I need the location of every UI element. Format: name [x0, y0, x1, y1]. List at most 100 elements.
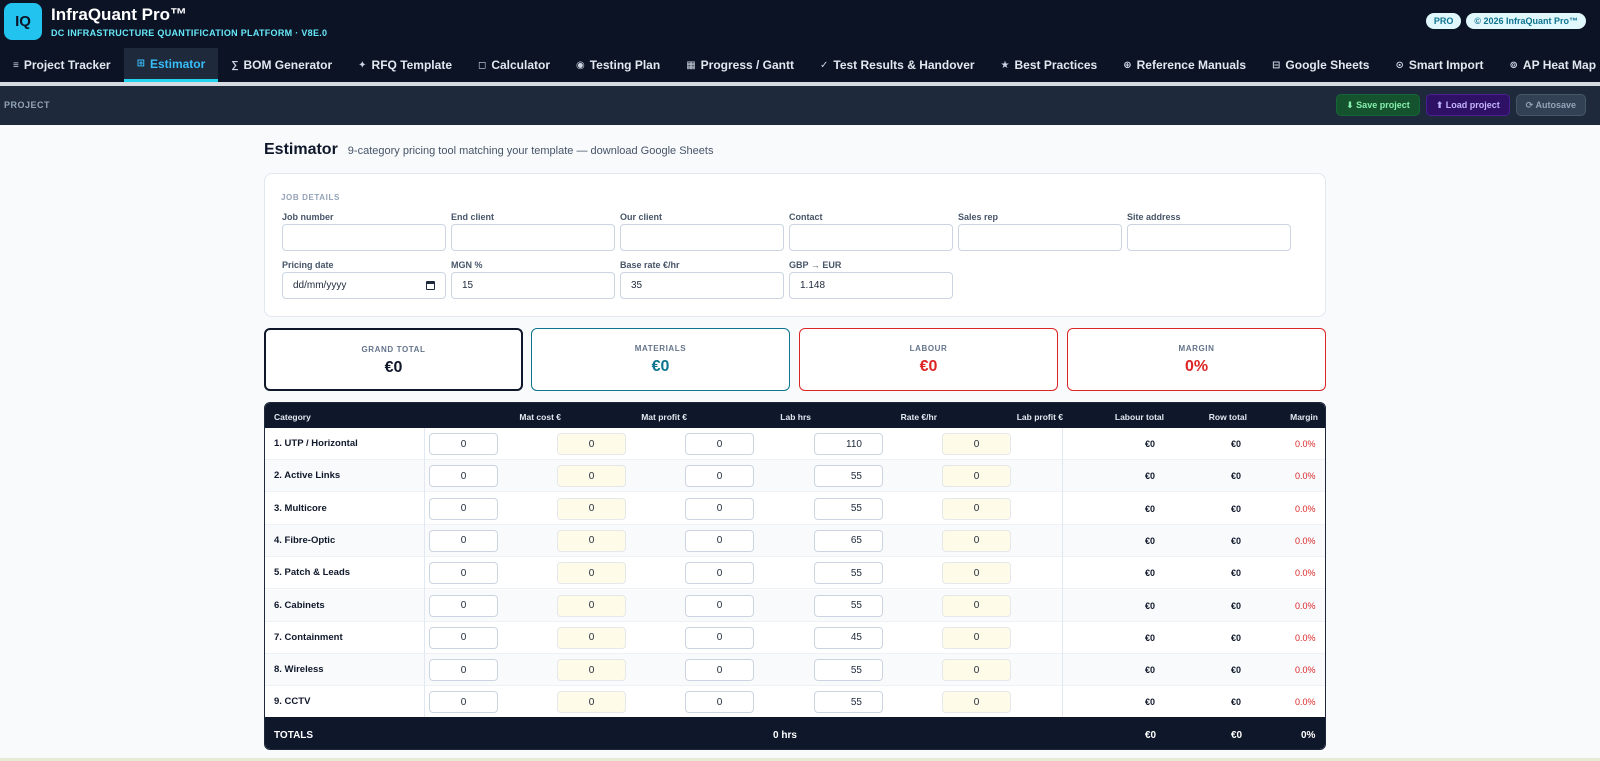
mgn-percent-group: MGN % 15	[451, 260, 615, 299]
mat-profit-input[interactable]: 0	[557, 529, 626, 552]
base-rate-input[interactable]: 35	[620, 272, 784, 299]
save-project-button[interactable]: ⬇ Save project	[1336, 94, 1420, 116]
lab-profit-input[interactable]: 0	[942, 659, 1011, 682]
rate-input[interactable]: 65	[814, 529, 883, 552]
tab-rfq-template[interactable]: ✦ RFQ Template	[345, 48, 465, 82]
tab-progress-gantt[interactable]: ▦ Progress / Gantt	[673, 48, 807, 82]
sales-rep-input[interactable]	[958, 224, 1122, 251]
tab-calculator[interactable]: ◻ Calculator	[465, 48, 563, 82]
tab-testing-plan[interactable]: ◉ Testing Plan	[563, 48, 673, 82]
mat-cost-input[interactable]: 0	[429, 594, 498, 617]
site-address-label: Site address	[1127, 212, 1181, 222]
sigma-icon: ∑	[231, 59, 239, 71]
mat-cost-input[interactable]: 0	[429, 659, 498, 682]
lab-hrs-input[interactable]: 0	[685, 465, 754, 488]
lab-profit-input[interactable]: 0	[942, 626, 1011, 649]
mat-profit-input[interactable]: 0	[557, 497, 626, 520]
table-row: 6. Cabinets 0 0 0 55 0 €0 €0 0.0%	[265, 589, 1325, 622]
end-client-input[interactable]	[451, 224, 615, 251]
lab-profit-input[interactable]: 0	[942, 691, 1011, 714]
lab-profit-input[interactable]: 0	[942, 497, 1011, 520]
mat-cost-input[interactable]: 0	[429, 497, 498, 520]
tab-google-sheets[interactable]: ⊟ Google Sheets	[1259, 48, 1382, 82]
margin-value: 0.0%	[1295, 665, 1316, 676]
mat-cost-input[interactable]: 0	[429, 691, 498, 714]
job-number-input[interactable]	[282, 224, 446, 251]
tab-ap-heat-map[interactable]: ⊚ AP Heat Map	[1497, 48, 1600, 82]
pricing-date-group: Pricing date dd/mm/yyyy	[282, 260, 446, 299]
rate-input[interactable]: 55	[814, 562, 883, 585]
lab-hrs-input[interactable]: 0	[685, 433, 754, 455]
mat-cost-input[interactable]: 0	[429, 626, 498, 649]
rate-input[interactable]: 55	[814, 691, 883, 714]
labour-card: LABOUR €0	[799, 328, 1058, 391]
project-bar: PROJECT ⬇ Save project ⬆ Load project ⟳ …	[0, 86, 1600, 125]
nav-divider	[0, 82, 1600, 86]
mat-cost-input[interactable]: 0	[429, 465, 498, 488]
lab-profit-input[interactable]: 0	[942, 529, 1011, 552]
rate-input[interactable]: 110	[814, 433, 883, 455]
contact-input[interactable]	[789, 224, 953, 251]
lab-hrs-input[interactable]: 0	[685, 562, 754, 585]
totals-label: TOTALS	[274, 730, 314, 741]
rate-input[interactable]: 55	[814, 465, 883, 488]
tab-test-results-handover[interactable]: ✓ Test Results & Handover	[807, 48, 988, 82]
mat-profit-input[interactable]: 0	[557, 562, 626, 585]
rate-input[interactable]: 45	[814, 626, 883, 649]
row-total-value: €0	[1231, 632, 1242, 643]
lab-hrs-input[interactable]: 0	[685, 594, 754, 617]
lab-profit-input[interactable]: 0	[942, 433, 1011, 455]
sales-rep-label: Sales rep	[958, 212, 999, 222]
mat-cost-input[interactable]: 0	[429, 529, 498, 552]
sheet-icon: ⊟	[1272, 59, 1281, 71]
tab-estimator[interactable]: ⊞ Estimator	[123, 48, 219, 82]
field-value: dd/mm/yyyy	[293, 280, 347, 291]
load-project-button[interactable]: ⬆ Load project	[1425, 94, 1510, 116]
gbp-eur-input[interactable]: 1.148	[789, 272, 953, 299]
mat-cost-input[interactable]: 0	[429, 562, 498, 585]
our-client-input[interactable]	[620, 224, 784, 251]
end-client-label: End client	[451, 212, 495, 222]
rate-input[interactable]: 55	[814, 659, 883, 682]
mgn-percent-label: MGN %	[451, 260, 483, 270]
mat-profit-input[interactable]: 0	[557, 691, 626, 714]
mat-cost-input[interactable]: 0	[429, 433, 498, 455]
lab-profit-input[interactable]: 0	[942, 465, 1011, 488]
autosave-button[interactable]: ⟳ Autosave	[1515, 94, 1586, 116]
mat-profit-input[interactable]: 0	[557, 594, 626, 617]
tab-smart-import[interactable]: ⊙ Smart Import	[1382, 48, 1496, 82]
tab-project-tracker[interactable]: ≡ Project Tracker	[0, 48, 124, 82]
mat-profit-input[interactable]: 0	[557, 465, 626, 488]
lab-hrs-input[interactable]: 0	[685, 626, 754, 649]
lab-profit-input[interactable]: 0	[942, 594, 1011, 617]
estimator-table: Category Mat cost € Mat profit € Lab hrs Rat…	[264, 402, 1326, 750]
col-rate-header: Rate €/hr	[900, 412, 937, 422]
heatmap-icon: ⊚	[1509, 59, 1518, 71]
labour-total-value: €0	[1145, 439, 1156, 449]
mgn-percent-input[interactable]: 15	[451, 272, 615, 299]
mat-profit-input[interactable]: 0	[557, 433, 626, 455]
tab-bom-generator[interactable]: ∑ BOM Generator	[218, 48, 345, 82]
calendar-icon[interactable]	[426, 281, 435, 290]
labour-total-value: €0	[1145, 665, 1156, 676]
lab-hrs-input[interactable]: 0	[685, 659, 754, 682]
lab-hrs-input[interactable]: 0	[685, 691, 754, 714]
pricing-date-input[interactable]: dd/mm/yyyy	[282, 272, 446, 299]
lab-hrs-input[interactable]: 0	[685, 497, 754, 520]
lab-hrs-input[interactable]: 0	[685, 529, 754, 552]
row-total-value: €0	[1231, 503, 1242, 514]
base-rate-label: Base rate €/hr	[620, 260, 680, 270]
app-subtitle: DC INFRASTRUCTURE QUANTIFICATION PLATFOR…	[51, 27, 328, 38]
tab-best-practices[interactable]: ★ Best Practices	[988, 48, 1111, 82]
mat-profit-input[interactable]: 0	[557, 626, 626, 649]
site-address-input[interactable]	[1127, 224, 1291, 251]
totals-labour: €0	[1145, 730, 1157, 741]
mat-profit-input[interactable]: 0	[557, 659, 626, 682]
base-rate-group: Base rate €/hr 35	[620, 260, 784, 299]
lab-profit-input[interactable]: 0	[942, 562, 1011, 585]
col-labour-total-header: Labour total	[1114, 412, 1164, 422]
rate-input[interactable]: 55	[814, 497, 883, 520]
tab-reference-manuals[interactable]: ⊕ Reference Manuals	[1110, 48, 1259, 82]
rate-input[interactable]: 55	[814, 594, 883, 617]
sales-rep-group: Sales rep	[958, 212, 1122, 251]
